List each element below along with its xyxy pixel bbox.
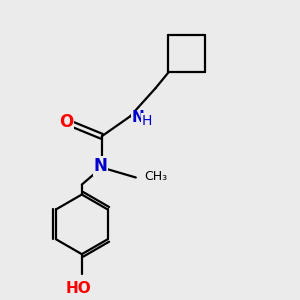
Text: N: N xyxy=(93,157,107,175)
Text: H: H xyxy=(142,114,152,128)
Text: HO: HO xyxy=(66,281,92,296)
Text: CH₃: CH₃ xyxy=(144,169,167,183)
Text: O: O xyxy=(59,113,73,131)
Text: N: N xyxy=(131,110,144,125)
